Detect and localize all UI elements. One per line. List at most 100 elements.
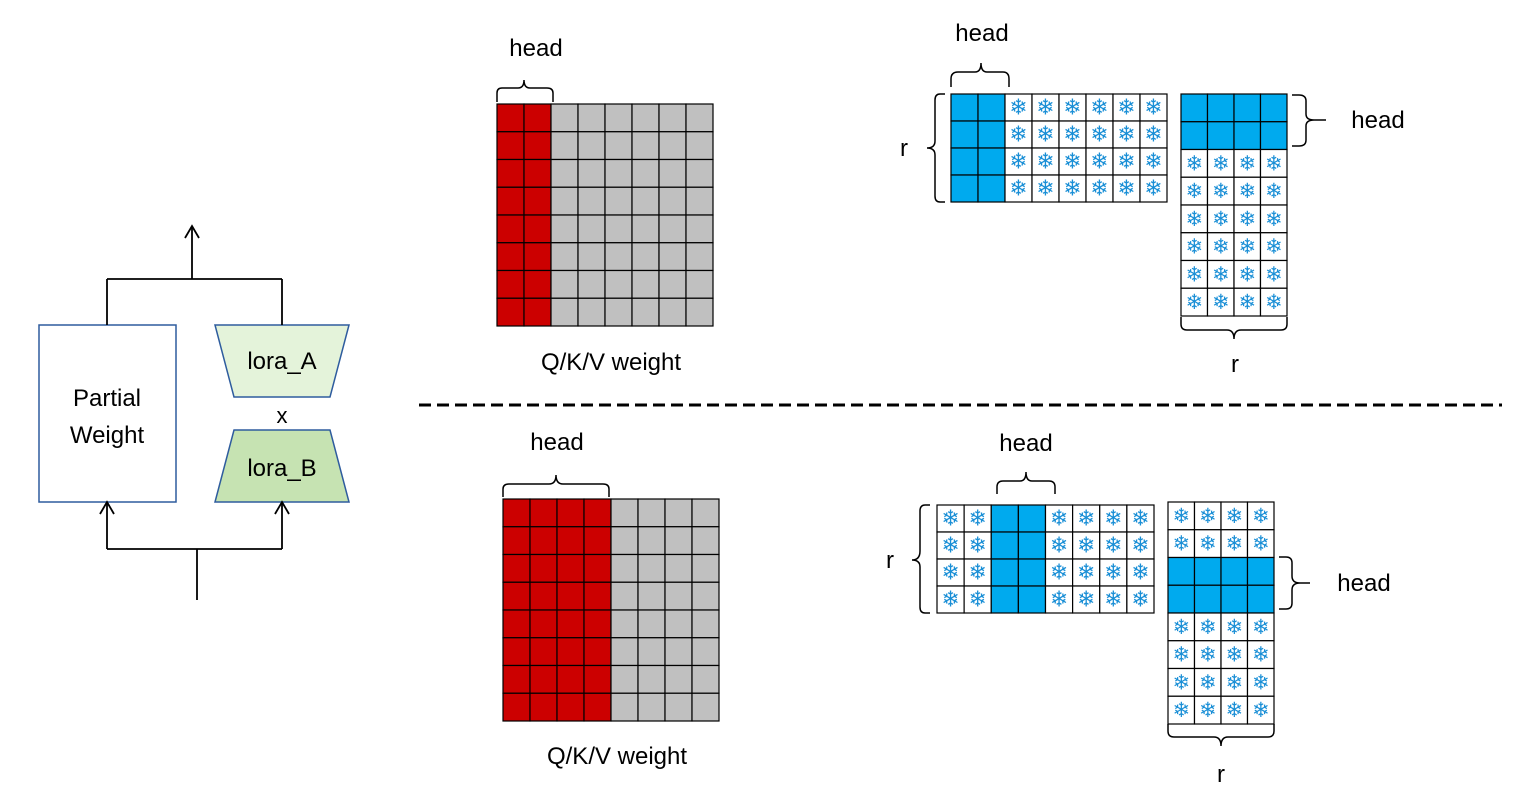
lora-b-trainable-cell — [1180, 121, 1209, 151]
lora-b-trainable-cell — [1220, 584, 1249, 614]
snowflake-icon: ❄ — [1090, 96, 1108, 121]
snowflake-icon: ❄ — [1009, 177, 1027, 202]
weight-head-cell — [523, 214, 552, 244]
snowflake-icon: ❄ — [1212, 290, 1230, 314]
lora-b-trapezoid — [214, 429, 350, 503]
bottom-lora-b-head-brace — [1279, 556, 1301, 610]
top-weight-caption: Q/K/V weight — [541, 349, 681, 376]
weight-cell — [631, 269, 660, 299]
snowflake-icon: ❄ — [1185, 235, 1203, 259]
weight-head-cell — [556, 526, 585, 556]
snowflake-icon: ❄ — [1265, 151, 1283, 175]
top-lora-a-head-brace — [950, 62, 1010, 87]
lora-a-frozen-cell — [1099, 585, 1128, 614]
lora-block: Partial Weight lora_A x lora_B — [38, 224, 350, 600]
weight-cell — [604, 269, 633, 299]
weight-cell — [610, 526, 639, 556]
lora-a-frozen-cell — [1099, 531, 1128, 560]
weight-cell — [550, 186, 579, 216]
lora-b-frozen-cell — [1220, 667, 1249, 697]
top-lora-b-r-brace — [1180, 317, 1288, 340]
snowflake-icon: ❄ — [1199, 698, 1217, 722]
top-weight-head-brace — [496, 79, 554, 102]
snowflake-icon: ❄ — [1036, 96, 1054, 121]
lora-a-trainable-cell — [990, 531, 1019, 560]
snowflake-icon: ❄ — [1172, 532, 1190, 556]
snowflake-icon: ❄ — [1225, 643, 1243, 667]
lora-a-trainable-cell — [950, 93, 979, 122]
snowflake-icon: ❄ — [1185, 207, 1203, 231]
snowflake-icon: ❄ — [968, 534, 986, 559]
snowflake-icon: ❄ — [1252, 670, 1270, 694]
lora-a-frozen-cell — [1126, 531, 1155, 560]
top-qkv-weight-grid — [496, 103, 714, 327]
snowflake-icon: ❄ — [1252, 698, 1270, 722]
weight-head-cell — [556, 609, 585, 639]
lora-a-trainable-cell — [990, 558, 1019, 587]
weight-cell — [631, 131, 660, 161]
bottom-lora-b-grid: ❄ ❄ ❄ ❄ ❄ ❄ ❄ ❄ ❄ ❄ ❄ ❄ ❄ ❄ ❄ ❄ ❄ ❄ ❄ ❄ ❄ ❄ ❄ ❄ — [1167, 501, 1275, 725]
lora-a-frozen-cell — [1058, 120, 1087, 149]
snowflake-icon: ❄ — [1172, 698, 1190, 722]
weight-cell — [685, 131, 714, 161]
weight-cell — [664, 609, 693, 639]
snowflake-icon: ❄ — [1238, 235, 1256, 259]
weight-cell — [577, 186, 606, 216]
snowflake-icon: ❄ — [1144, 150, 1162, 175]
snowflake-icon: ❄ — [1238, 262, 1256, 286]
weight-cell — [577, 242, 606, 272]
weight-cell — [637, 637, 666, 667]
snowflake-icon: ❄ — [1225, 532, 1243, 556]
weight-head-cell — [529, 609, 558, 639]
weight-head-cell — [523, 103, 552, 133]
snowflake-icon: ❄ — [1252, 532, 1270, 556]
snowflake-icon: ❄ — [1265, 207, 1283, 231]
weight-head-cell — [529, 526, 558, 556]
snowflake-icon: ❄ — [941, 507, 959, 532]
snowflake-icon: ❄ — [941, 561, 959, 586]
top-weight-head-label: head — [509, 35, 562, 62]
lora-b-trainable-cell — [1206, 121, 1235, 151]
lora-b-frozen-cell — [1259, 204, 1288, 234]
snowflake-icon: ❄ — [1185, 290, 1203, 314]
snowflake-icon: ❄ — [1212, 151, 1230, 175]
snowflake-icon: ❄ — [1212, 179, 1230, 203]
weight-cell — [658, 269, 687, 299]
lora-a-frozen-cell — [963, 558, 992, 587]
weight-head-cell — [502, 637, 531, 667]
top-lora-a-r-brace — [926, 93, 945, 203]
weight-head-cell — [529, 637, 558, 667]
weight-head-cell — [556, 498, 585, 528]
weight-head-cell — [523, 158, 552, 188]
weight-head-cell — [523, 131, 552, 161]
weight-cell — [631, 186, 660, 216]
snowflake-icon: ❄ — [1104, 588, 1122, 613]
weight-cell — [610, 664, 639, 694]
weight-cell — [577, 214, 606, 244]
weight-head-cell — [496, 297, 525, 327]
weight-head-cell — [556, 692, 585, 722]
weight-cell — [685, 214, 714, 244]
weight-head-cell — [583, 664, 612, 694]
snowflake-icon: ❄ — [1199, 532, 1217, 556]
weight-head-cell — [523, 297, 552, 327]
top-lora-a-r-label: r — [900, 135, 908, 162]
lora-b-trainable-cell — [1246, 556, 1275, 586]
snowflake-icon: ❄ — [1009, 150, 1027, 175]
weight-cell — [685, 103, 714, 133]
lora-b-trainable-cell — [1246, 584, 1275, 614]
snowflake-icon: ❄ — [1225, 615, 1243, 639]
weight-cell — [685, 297, 714, 327]
weight-head-cell — [556, 664, 585, 694]
weight-cell — [664, 637, 693, 667]
weight-head-cell — [523, 269, 552, 299]
bottom-weight-caption: Q/K/V weight — [547, 743, 687, 770]
snowflake-icon: ❄ — [1252, 615, 1270, 639]
bottom-lora-a-grid: ❄ ❄ ❄ ❄ ❄ ❄❄ ❄ ❄ ❄ ❄ ❄❄ ❄ ❄ ❄ ❄ ❄❄ ❄ ❄ ❄ ❄ ❄ — [936, 504, 1155, 614]
weight-cell — [664, 664, 693, 694]
top-lora-b-grid: ❄ ❄ ❄ ❄ ❄ ❄ ❄ ❄ ❄ ❄ ❄ ❄ ❄ ❄ ❄ ❄ ❄ ❄ ❄ ❄ ❄ ❄ ❄ ❄ — [1180, 93, 1288, 317]
weight-cell — [658, 158, 687, 188]
weight-head-cell — [502, 609, 531, 639]
weight-head-cell — [496, 269, 525, 299]
snowflake-icon: ❄ — [1172, 504, 1190, 528]
